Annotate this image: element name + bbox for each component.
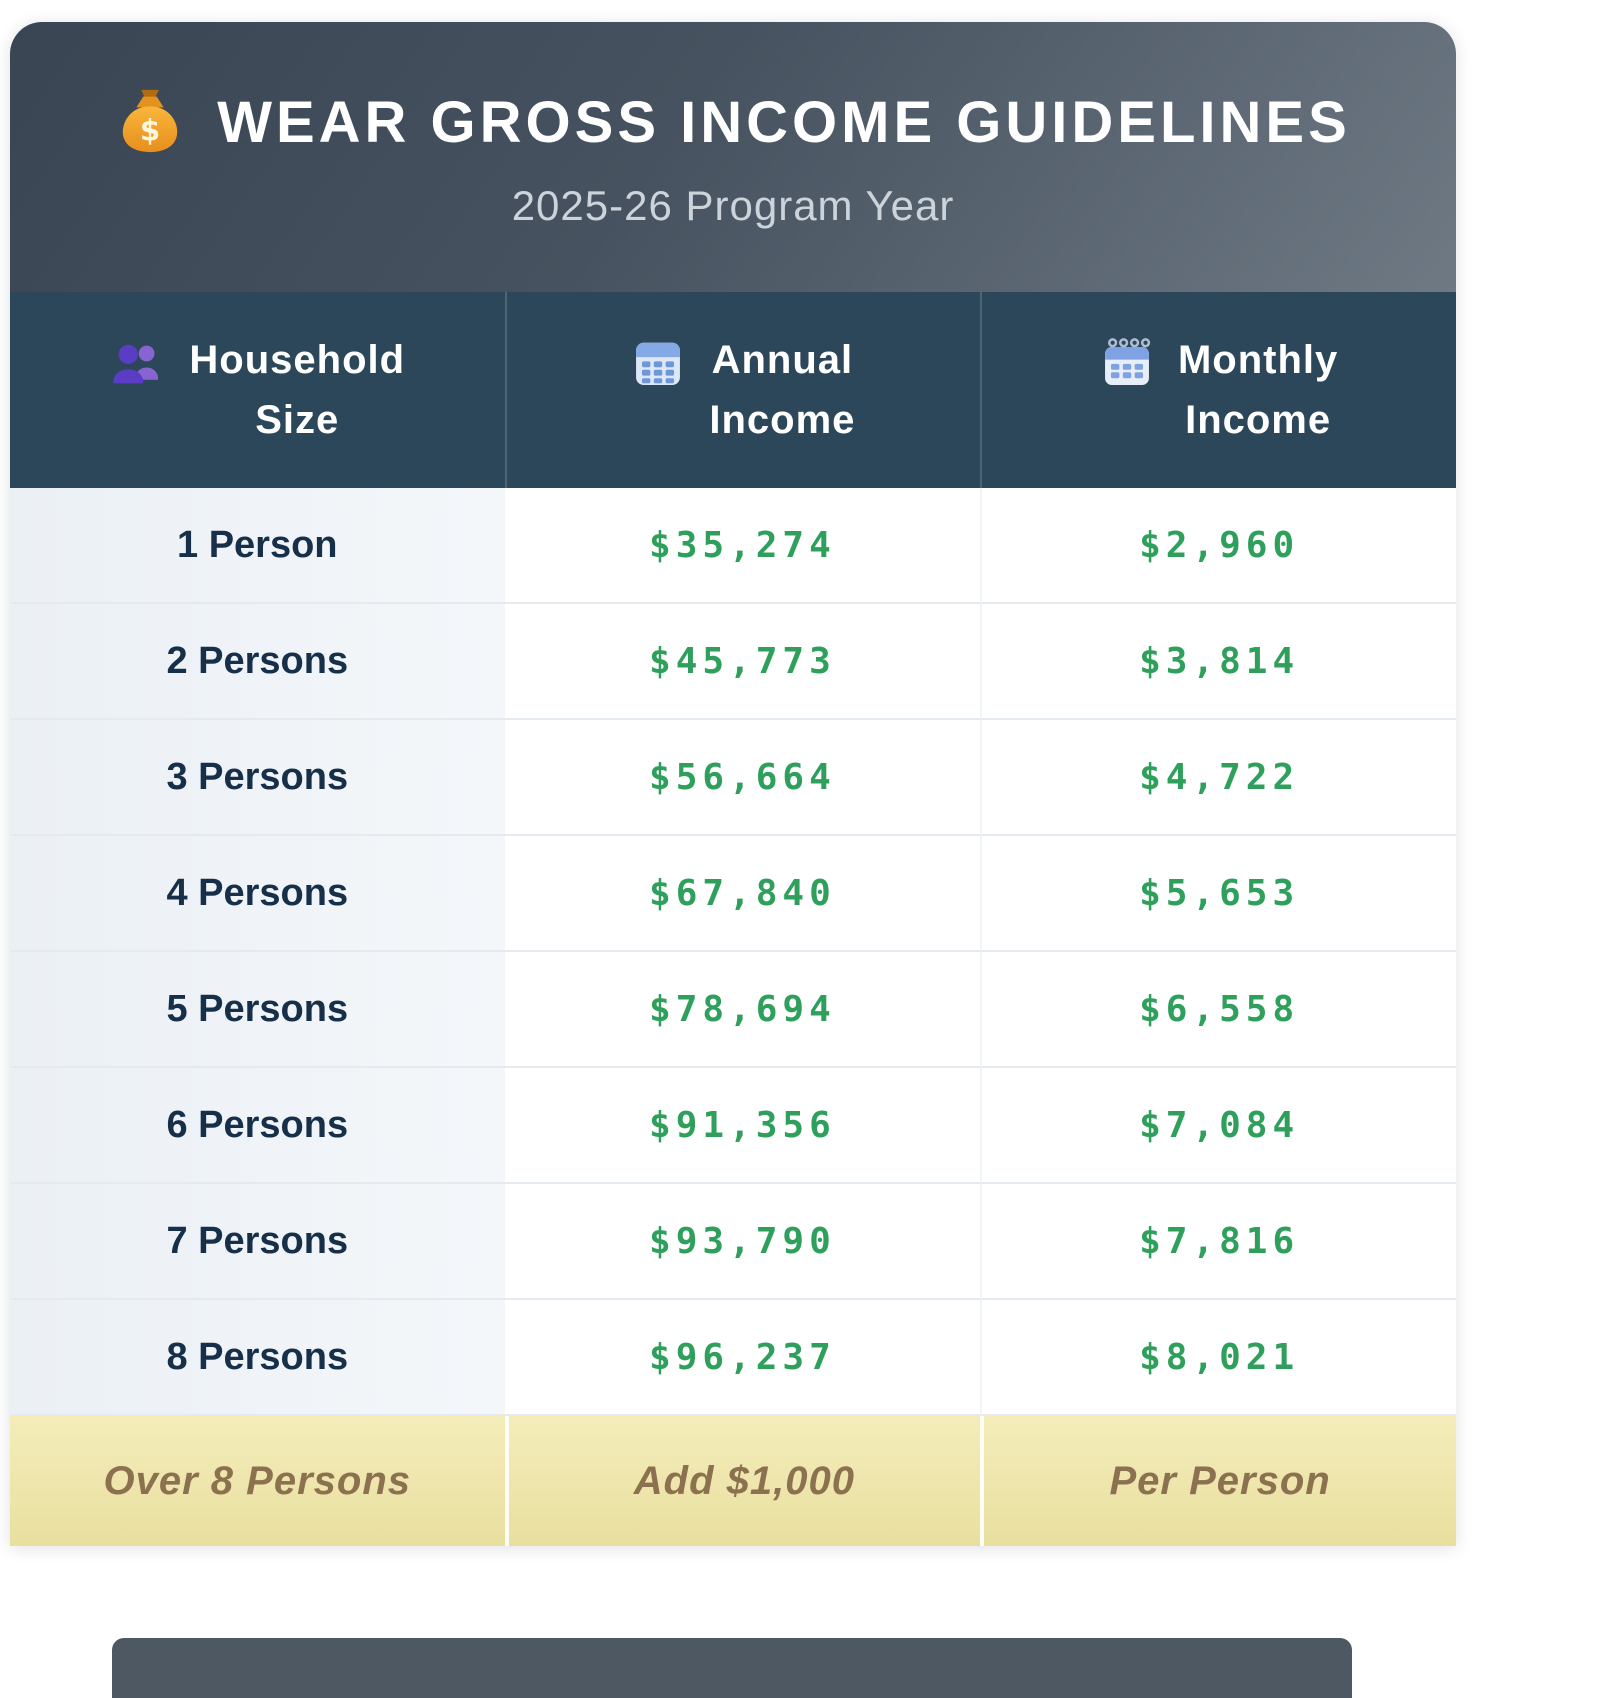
annual-income-value: $96,237 [649, 1336, 836, 1378]
annual-income-cell: $93,790 [504, 1184, 981, 1300]
column-header-label: Annual Income [709, 330, 855, 450]
monthly-income-value: $8,021 [1139, 1336, 1300, 1378]
household-size-label: 4 Persons [166, 871, 349, 914]
money-bag-icon: $ [115, 85, 185, 160]
over-8-footer-row: Over 8 Persons Add $1,000 Per Person [10, 1416, 1456, 1546]
monthly-income-value: $6,558 [1139, 988, 1300, 1030]
table-row: 5 Persons $78,694 $6,558 [10, 952, 1456, 1068]
household-size-cell: 1 Person [10, 488, 505, 604]
household-size-cell: 8 Persons [10, 1300, 505, 1416]
table-row: 2 Persons $45,773 $3,814 [10, 604, 1456, 720]
household-size-cell: 7 Persons [10, 1184, 505, 1300]
footer-monthly-cell: Per Person [980, 1416, 1456, 1546]
column-header-line1: Household [189, 338, 406, 382]
annual-income-cell: $67,840 [504, 836, 981, 952]
column-header-monthly-income: Monthly Income [980, 292, 1456, 488]
household-size-cell: 2 Persons [10, 604, 505, 720]
annual-income-cell: $35,274 [504, 488, 981, 604]
annual-income-cell: $45,773 [504, 604, 981, 720]
monthly-income-value: $3,814 [1139, 640, 1300, 682]
household-size-label: 2 Persons [166, 639, 349, 682]
column-header-label: Monthly Income [1178, 330, 1338, 450]
household-size-label: 6 Persons [166, 1103, 349, 1146]
annual-income-cell: $91,356 [504, 1068, 981, 1184]
annual-income-value: $91,356 [649, 1104, 836, 1146]
household-size-label: 5 Persons [166, 987, 349, 1030]
table-body: 1 Person $35,274 $2,960 2 Persons $45,77… [10, 488, 1456, 1416]
household-size-label: 3 Persons [166, 755, 349, 798]
people-icon [109, 336, 165, 397]
annual-income-cell: $78,694 [504, 952, 981, 1068]
table-row: 8 Persons $96,237 $8,021 [10, 1300, 1456, 1416]
footer-annual-cell: Add $1,000 [504, 1416, 981, 1546]
table-header-row: Household Size Annual Income [10, 292, 1456, 488]
table-row: 4 Persons $67,840 $5,653 [10, 836, 1456, 952]
monthly-income-value: $7,084 [1139, 1104, 1300, 1146]
column-header-label: Household Size [189, 330, 405, 450]
table-row: 1 Person $35,274 $2,960 [10, 488, 1456, 604]
annual-income-cell: $56,664 [504, 720, 981, 836]
column-header-household-size: Household Size [10, 292, 505, 488]
annual-income-value: $93,790 [649, 1220, 836, 1262]
annual-income-value: $56,664 [649, 756, 836, 798]
income-guidelines-card: $ WEAR GROSS INCOME GUIDELINES 2025-26 P… [10, 22, 1456, 1546]
bottom-bar [112, 1638, 1352, 1698]
household-size-cell: 4 Persons [10, 836, 505, 952]
column-header-annual-income: Annual Income [504, 292, 981, 488]
household-size-cell: 5 Persons [10, 952, 505, 1068]
column-header-line1: Annual [711, 338, 854, 382]
monthly-income-cell: $4,722 [980, 720, 1456, 836]
annual-income-cell: $96,237 [504, 1300, 981, 1416]
monthly-income-cell: $3,814 [980, 604, 1456, 720]
table-row: 3 Persons $56,664 $4,722 [10, 720, 1456, 836]
spiral-calendar-icon [1100, 336, 1154, 395]
column-header-line2: Income [1185, 398, 1332, 442]
household-size-cell: 6 Persons [10, 1068, 505, 1184]
table-row: 7 Persons $93,790 $7,816 [10, 1184, 1456, 1300]
monthly-income-value: $7,816 [1139, 1220, 1300, 1262]
column-header-line1: Monthly [1177, 338, 1339, 382]
column-header-line2: Size [255, 398, 340, 442]
monthly-income-cell: $2,960 [980, 488, 1456, 604]
footer-household-cell: Over 8 Persons [103, 1458, 412, 1503]
household-size-label: 7 Persons [166, 1219, 349, 1262]
annual-income-value: $35,274 [649, 524, 836, 566]
household-size-label: 8 Persons [166, 1335, 349, 1378]
monthly-income-value: $5,653 [1139, 872, 1300, 914]
annual-income-value: $45,773 [649, 640, 836, 682]
monthly-income-cell: $5,653 [980, 836, 1456, 952]
monthly-income-value: $2,960 [1139, 524, 1300, 566]
monthly-income-cell: $7,816 [980, 1184, 1456, 1300]
calendar-grid-icon [631, 336, 685, 395]
monthly-income-cell: $6,558 [980, 952, 1456, 1068]
monthly-income-value: $4,722 [1139, 756, 1300, 798]
annual-income-value: $67,840 [649, 872, 836, 914]
money-bag-dollar-glyph: $ [140, 113, 160, 147]
column-header-line2: Income [709, 398, 856, 442]
annual-income-value: $78,694 [649, 988, 836, 1030]
household-size-cell: 3 Persons [10, 720, 505, 836]
page-title: WEAR GROSS INCOME GUIDELINES [217, 89, 1351, 155]
table-row: 6 Persons $91,356 $7,084 [10, 1068, 1456, 1184]
title-row: $ WEAR GROSS INCOME GUIDELINES [115, 85, 1351, 160]
monthly-income-cell: $8,021 [980, 1300, 1456, 1416]
program-year-subtitle: 2025-26 Program Year [511, 181, 955, 229]
household-size-label: 1 Person [177, 523, 338, 566]
card-header: $ WEAR GROSS INCOME GUIDELINES 2025-26 P… [10, 22, 1456, 292]
monthly-income-cell: $7,084 [980, 1068, 1456, 1184]
